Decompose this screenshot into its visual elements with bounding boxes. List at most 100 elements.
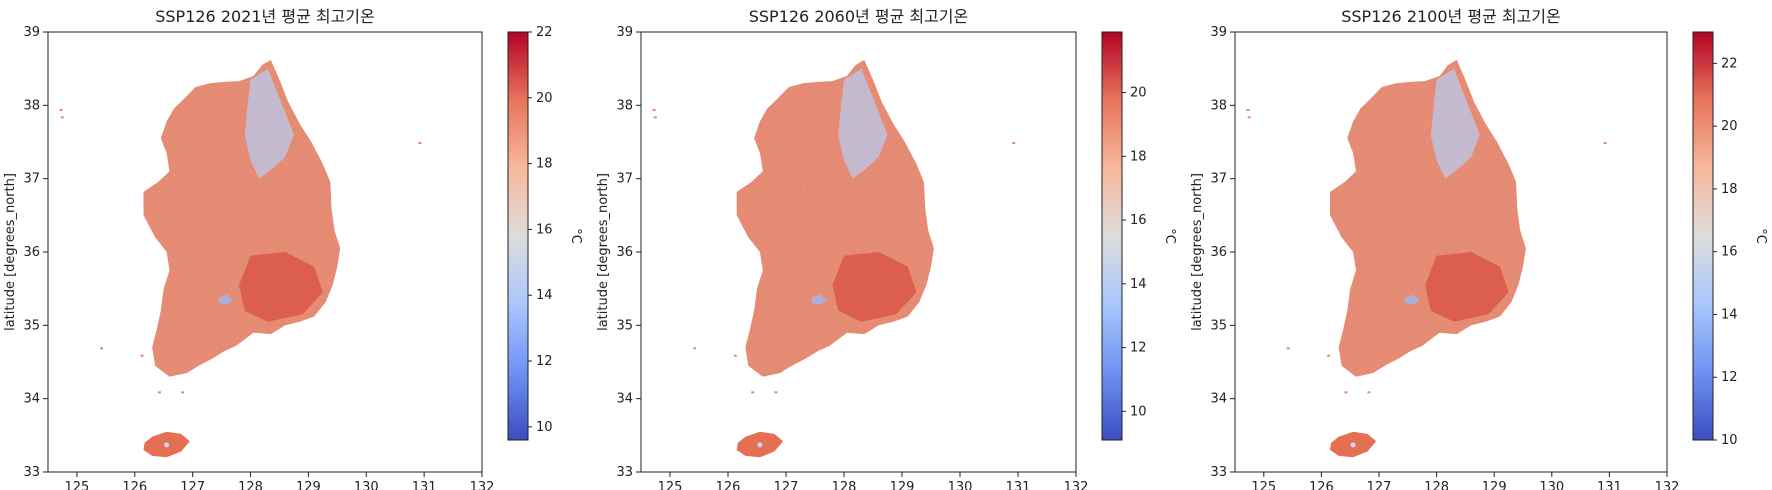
colorbar-tick-label: 12	[536, 354, 553, 369]
colorbar-tick-label: 14	[1721, 307, 1738, 322]
y-tick-label: 35	[1210, 318, 1227, 333]
colorbar-label: °C	[1753, 228, 1768, 244]
x-tick-label: 130	[1539, 480, 1564, 490]
x-tick-label: 131	[1597, 480, 1622, 490]
panel-3: 125 126 127 128 129 130 131 132 33 34 35 36 37 38 39 SS…	[1190, 7, 1768, 490]
small-island	[158, 391, 161, 393]
y-tick-label: 33	[23, 465, 40, 480]
chart-title: SSP126 2100년 평균 최고기온	[1341, 7, 1561, 26]
x-tick-label: 128	[832, 480, 857, 490]
small-island	[1604, 142, 1607, 144]
colorbar-tick-label: 22	[1721, 56, 1738, 71]
small-island	[1247, 109, 1250, 111]
small-island	[1287, 347, 1290, 349]
colorbar-tick-label: 20	[1130, 86, 1147, 101]
small-island	[61, 116, 64, 118]
small-island	[1248, 116, 1251, 118]
colorbar-tick-label: 10	[536, 420, 553, 435]
map-field	[60, 60, 422, 457]
y-tick-label: 39	[23, 25, 40, 40]
mainland-field	[1330, 60, 1526, 377]
colorbar-tick-label: 18	[1721, 182, 1738, 197]
small-island	[100, 347, 103, 349]
y-tick-label: 38	[616, 98, 633, 113]
x-tick-label: 132	[1064, 480, 1089, 490]
small-island	[734, 355, 737, 357]
small-island	[654, 116, 657, 118]
mainland-field	[144, 60, 341, 377]
y-tick-label: 38	[23, 98, 40, 113]
y-tick-label: 36	[1210, 245, 1227, 260]
y-tick-label: 34	[616, 392, 633, 407]
y-tick-label: 37	[1210, 172, 1227, 187]
x-tick-label: 126	[716, 480, 741, 490]
y-tick-label: 35	[23, 318, 40, 333]
jeju-peak	[757, 442, 762, 447]
colorbar-tick-label: 20	[536, 91, 553, 106]
x-tick-label: 125	[1251, 480, 1276, 490]
colorbar-label: °C	[568, 228, 583, 244]
y-tick-label: 36	[23, 245, 40, 260]
colorbar-tick-label: 10	[1721, 433, 1738, 448]
colorbar-tick-label: 12	[1130, 341, 1147, 356]
x-tick-label: 129	[1482, 480, 1507, 490]
y-tick-label: 37	[23, 172, 40, 187]
x-tick-label: 129	[296, 480, 321, 490]
y-tick-label: 33	[1210, 465, 1227, 480]
chart-title: SSP126 2021년 평균 최고기온	[155, 7, 375, 26]
x-tick-label: 131	[412, 480, 437, 490]
y-tick-label: 36	[616, 245, 633, 260]
x-tick-label: 127	[1367, 480, 1392, 490]
x-tick-label: 129	[890, 480, 915, 490]
chart-title: SSP126 2060년 평균 최고기온	[749, 7, 969, 26]
x-tick-label: 128	[1424, 480, 1449, 490]
colorbar-label: °C	[1162, 228, 1177, 244]
x-tick-label: 125	[65, 480, 90, 490]
x-tick-label: 130	[354, 480, 379, 490]
panel-1: 125 126 127 128 129 130 131 132 33 34 35 36 37 38 39 SS…	[3, 7, 583, 490]
x-tick-label: 131	[1006, 480, 1031, 490]
x-tick-label: 132	[1655, 480, 1680, 490]
small-island	[1367, 391, 1370, 393]
x-tick-label: 127	[774, 480, 799, 490]
y-axis-label: latitude [degrees_north]	[596, 173, 611, 331]
colorbar-tick-label: 14	[536, 288, 553, 303]
colorbar-tick-label: 16	[1721, 245, 1738, 260]
y-tick-label: 35	[616, 318, 633, 333]
colorbar-tick-label: 22	[536, 25, 553, 40]
x-tick-label: 130	[948, 480, 973, 490]
y-tick-label: 39	[1210, 25, 1227, 40]
small-island	[774, 391, 777, 393]
y-tick-label: 39	[616, 25, 633, 40]
x-tick-label: 126	[1309, 480, 1334, 490]
colorbar	[1693, 32, 1713, 440]
y-axis-label: latitude [degrees_north]	[3, 173, 18, 331]
colorbar-tick-label: 10	[1130, 404, 1147, 419]
colorbar	[1102, 32, 1122, 440]
small-island	[418, 142, 421, 144]
map-field	[1247, 60, 1607, 457]
x-tick-label: 128	[238, 480, 263, 490]
colorbar-tick-label: 18	[536, 157, 553, 172]
colorbar-tick-label: 14	[1130, 277, 1147, 292]
y-tick-label: 38	[1210, 98, 1227, 113]
y-tick-label: 34	[23, 392, 40, 407]
x-tick-label: 126	[122, 480, 147, 490]
x-tick-label: 132	[470, 480, 495, 490]
colorbar-tick-label: 20	[1721, 119, 1738, 134]
x-tick-label: 127	[180, 480, 205, 490]
colorbar-tick-label: 16	[536, 222, 553, 237]
small-island	[693, 347, 696, 349]
panel-2: 125 126 127 128 129 130 131 132 33 34 35 36 37 38 39 SS…	[596, 7, 1177, 490]
colorbar-tick-label: 12	[1721, 370, 1738, 385]
small-island	[1344, 391, 1347, 393]
jeju-peak	[1351, 442, 1356, 447]
small-island	[60, 109, 63, 111]
map-field	[653, 60, 1016, 457]
x-tick-label: 125	[658, 480, 683, 490]
mainland-field	[737, 60, 934, 377]
colorbar-tick-label: 16	[1130, 213, 1147, 228]
y-tick-label: 33	[616, 465, 633, 480]
small-island	[1012, 142, 1015, 144]
